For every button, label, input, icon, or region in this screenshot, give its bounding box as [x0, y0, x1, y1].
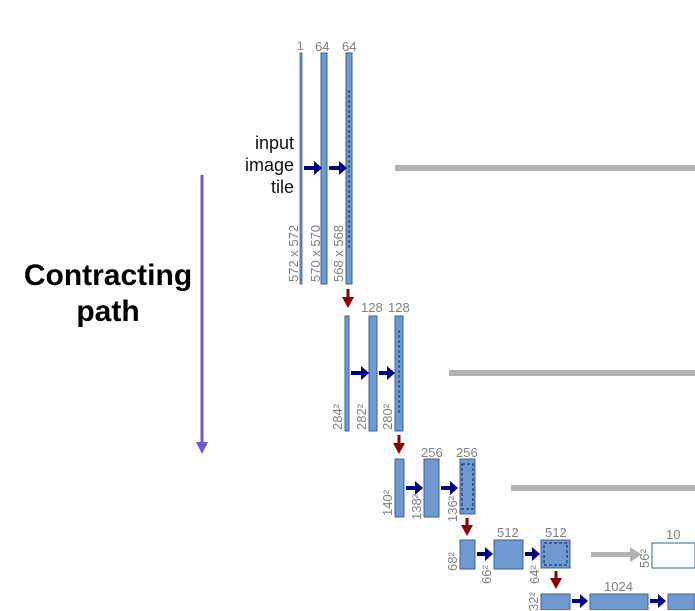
copy-crop-arrow-level4 [591, 547, 642, 562]
size-label-l2-in: 284² [330, 403, 345, 430]
contracting-path-label-line2: path [76, 295, 140, 328]
feature-map-l5-conv1 [589, 593, 649, 610]
crop-box-l3 [461, 463, 474, 510]
conv-arrow-l2a [351, 366, 369, 380]
input-image-tile-label: input image tile [204, 132, 294, 198]
size-label-l2-c2: 280² [380, 403, 395, 430]
feature-map-l3-input [394, 458, 405, 518]
channel-label-l1-c1: 64 [315, 39, 330, 54]
contracting-path-arrow [196, 175, 208, 454]
feature-map-l4-conv2 [540, 539, 571, 569]
channel-label-l1-in: 1 [297, 39, 304, 53]
size-label-l4-in: 68² [445, 552, 460, 571]
channel-label-l4-c1: 512 [497, 525, 519, 540]
input-label-line3: tile [270, 177, 294, 197]
channel-label-l3-c2: 256 [456, 445, 478, 460]
channel-label-l3-c1: 256 [421, 445, 443, 460]
feature-map-l2-conv1 [368, 315, 378, 432]
conv-arrow-l4a [477, 547, 493, 561]
conv-arrow-l4b [525, 547, 540, 561]
copy-crop-arrow-level2 [449, 370, 695, 376]
conv-arrow-l2b [379, 366, 395, 380]
conv-arrow-l3a [406, 481, 423, 495]
crop-box-l4 [543, 542, 568, 566]
feature-map-l4-input [459, 539, 476, 570]
feature-map-l5-input [540, 593, 571, 610]
channel-label-l4-c2: 512 [545, 525, 567, 540]
channel-label-l1-c2: 64 [342, 39, 357, 54]
conv-arrow-l1b [329, 161, 347, 175]
upsampled-map-l4 [651, 542, 695, 569]
channel-label-l5-c1: 1024 [604, 579, 633, 594]
conv-arrow-l3b [441, 481, 458, 495]
maxpool-arrow-l1 [342, 289, 354, 308]
contracting-path-label: Contracting path [8, 258, 208, 330]
feature-map-l3-conv1 [423, 458, 440, 518]
size-label-l2-c1: 282² [354, 403, 369, 430]
size-label-l3-c2: 136² [445, 495, 460, 522]
copy-crop-arrow-level3 [511, 485, 695, 491]
input-label-line2: image [244, 155, 294, 175]
size-label-l4-c1: 66² [479, 565, 494, 584]
feature-map-l4-conv1 [493, 539, 524, 570]
channel-label-l2-c2: 128 [388, 300, 410, 315]
conv-arrow-l5b [650, 594, 666, 608]
feature-map-l2-input [344, 315, 350, 432]
channel-label-l2-c1: 128 [361, 300, 383, 315]
feature-map-l1-input [299, 52, 303, 285]
copy-crop-arrow-level1 [395, 165, 695, 171]
contracting-path-label-line1: Contracting [23, 259, 193, 292]
size-label-l4-up: 56² [637, 549, 652, 568]
maxpool-arrow-l4 [550, 571, 562, 589]
feature-map-l3-conv2 [459, 458, 476, 515]
maxpool-arrow-l3 [461, 518, 473, 536]
size-label-l1-c2: 568 x 568 [331, 224, 346, 282]
size-label-l5-in: 32² [526, 592, 541, 611]
input-label-line1: input [254, 133, 294, 153]
channel-label-l4-up: 10 [666, 527, 681, 542]
conv-arrow-l5a [572, 594, 588, 608]
size-label-l3-in: 140² [380, 489, 395, 516]
maxpool-arrow-l2 [393, 435, 405, 454]
conv-arrow-l1a [304, 161, 322, 175]
size-label-l1-c1: 570 x 570 [308, 224, 323, 282]
feature-map-l5-conv2 [667, 593, 695, 610]
size-label-l4-c2: 64² [527, 565, 542, 584]
size-label-l3-c1: 138² [409, 493, 424, 520]
feature-map-l2-conv2 [394, 315, 404, 432]
size-label-l1-in: 572 x 572 [286, 224, 301, 282]
